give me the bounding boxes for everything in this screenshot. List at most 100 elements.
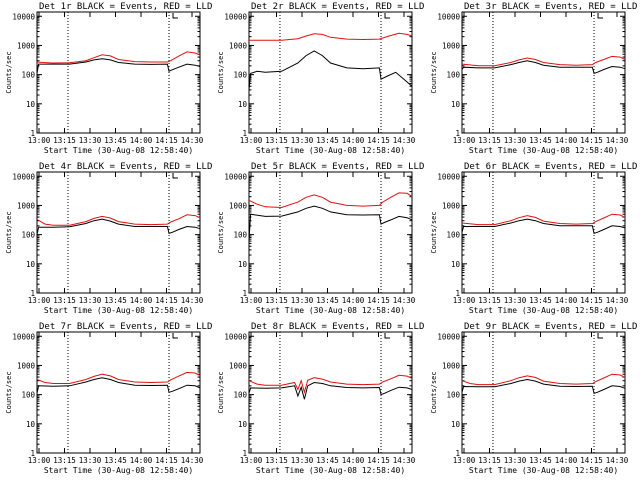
x-tick-label: 14:15 — [367, 456, 390, 465]
x-tick-label: 13:15 — [53, 296, 76, 305]
series-events-line — [36, 218, 201, 235]
x-tick-label: 13:00 — [240, 296, 263, 305]
x-tick-label: 13:00 — [28, 136, 51, 145]
x-axis-label: Start Time (30-Aug-08 12:58:40) — [469, 466, 618, 475]
x-tick-label: 13:45 — [316, 456, 339, 465]
x-tick-label: 14:30 — [181, 456, 204, 465]
plot-frame — [461, 331, 626, 454]
x-tick-label: 14:00 — [555, 456, 578, 465]
y-tick-label: 10000 — [437, 332, 460, 341]
corner-marker — [384, 333, 391, 339]
y-tick-label: 10000 — [12, 332, 35, 341]
y-tick-label: 1000 — [442, 361, 461, 370]
y-tick-label: 100 — [446, 231, 460, 240]
series-lld-line — [249, 32, 413, 41]
x-axis-label: Start Time (30-Aug-08 12:58:40) — [44, 146, 193, 155]
y-tick-label: 10000 — [224, 12, 247, 21]
panel-title: Det 5r BLACK = Events, RED = LLD — [251, 162, 424, 172]
x-tick-label: 14:15 — [367, 296, 390, 305]
series-events-line — [461, 378, 626, 395]
x-tick-label: 13:45 — [529, 136, 552, 145]
y-tick-label: 10000 — [437, 12, 460, 21]
x-tick-label: 13:45 — [104, 136, 127, 145]
y-axis-label: Counts/sec — [217, 211, 225, 253]
x-tick-label: 14:30 — [606, 136, 629, 145]
panel-title: Det 3r BLACK = Events, RED = LLD — [464, 2, 637, 12]
y-tick-label: 1000 — [229, 201, 248, 210]
x-tick-label: 13:45 — [316, 296, 339, 305]
x-tick-label: 13:45 — [104, 456, 127, 465]
panel-det-3: Det 3r BLACK = Events, RED = LLD 1 10 100 10… — [430, 2, 637, 155]
y-tick-label: 1 — [30, 129, 35, 138]
x-axis-label: Start Time (30-Aug-08 12:58:40) — [256, 146, 405, 155]
x-tick-label: 13:45 — [529, 456, 552, 465]
plot-frame — [461, 171, 626, 294]
series-events-line — [248, 381, 413, 400]
plot-frame — [248, 331, 413, 454]
panel-det-1: Det 1r BLACK = Events, RED = LLD 1 10 100 10… — [5, 2, 212, 155]
y-tick-label: 1 — [455, 449, 460, 458]
y-axis-label: Counts/sec — [430, 211, 438, 253]
x-tick-label: 14:00 — [342, 456, 365, 465]
y-tick-label: 100 — [233, 391, 247, 400]
x-tick-label: 13:15 — [265, 136, 288, 145]
y-tick-label: 1000 — [442, 201, 461, 210]
x-axis-label: Start Time (30-Aug-08 12:58:40) — [44, 466, 193, 475]
panel-title: Det 8r BLACK = Events, RED = LLD — [251, 322, 424, 332]
series-events-line — [461, 60, 626, 75]
x-tick-label: 13:00 — [240, 456, 263, 465]
y-tick-label: 10 — [26, 260, 36, 269]
x-tick-label: 14:30 — [606, 296, 629, 305]
y-tick-label: 100 — [21, 231, 35, 240]
panel-title: Det 6r BLACK = Events, RED = LLD — [464, 162, 637, 172]
y-tick-label: 10 — [451, 420, 461, 429]
y-axis-label: Counts/sec — [430, 51, 438, 93]
series-lld-line — [248, 374, 413, 395]
y-tick-label: 1000 — [229, 41, 248, 50]
y-axis-label: Counts/sec — [217, 51, 225, 93]
x-axis-label: Start Time (30-Aug-08 12:58:40) — [256, 466, 405, 475]
x-tick-label: 13:30 — [79, 296, 102, 305]
y-tick-label: 1000 — [17, 361, 36, 370]
x-tick-label: 13:00 — [453, 296, 476, 305]
x-tick-label: 14:30 — [393, 136, 416, 145]
corner-marker — [597, 13, 604, 19]
x-tick-label: 13:00 — [453, 136, 476, 145]
x-tick-label: 14:00 — [130, 296, 153, 305]
x-tick-label: 13:15 — [478, 296, 501, 305]
x-tick-label: 13:30 — [291, 136, 314, 145]
y-tick-label: 10 — [26, 100, 36, 109]
x-tick-label: 13:00 — [28, 456, 51, 465]
y-tick-label: 100 — [233, 71, 247, 80]
panel-title: Det 2r BLACK = Events, RED = LLD — [251, 2, 424, 12]
x-tick-label: 14:00 — [342, 296, 365, 305]
y-tick-label: 10 — [451, 100, 461, 109]
series-lld-line — [36, 371, 201, 384]
y-tick-label: 100 — [233, 231, 247, 240]
x-tick-label: 14:00 — [130, 456, 153, 465]
x-tick-label: 14:00 — [555, 296, 578, 305]
plot-frame — [248, 171, 413, 294]
series-events-line — [248, 50, 413, 90]
corner-marker — [597, 333, 604, 339]
panel-det-8: Det 8r BLACK = Events, RED = LLD 1 10 100 10… — [217, 322, 424, 475]
x-tick-label: 13:15 — [53, 456, 76, 465]
y-tick-label: 1 — [455, 289, 460, 298]
y-axis-label: Counts/sec — [217, 371, 225, 413]
corner-marker — [384, 13, 391, 19]
plot-frame — [36, 331, 201, 454]
y-tick-label: 10000 — [437, 172, 460, 181]
x-tick-label: 13:30 — [291, 296, 314, 305]
x-tick-label: 14:15 — [580, 296, 603, 305]
y-tick-label: 1 — [30, 449, 35, 458]
x-tick-label: 14:15 — [367, 136, 390, 145]
panel-det-6: Det 6r BLACK = Events, RED = LLD 1 10 100 10… — [430, 162, 637, 315]
panel-det-9: Det 9r BLACK = Events, RED = LLD 1 10 100 10… — [430, 322, 637, 475]
y-tick-label: 100 — [446, 391, 460, 400]
series-events-line — [36, 377, 201, 394]
x-tick-label: 14:00 — [342, 136, 365, 145]
x-tick-label: 13:30 — [504, 296, 527, 305]
x-tick-label: 13:30 — [504, 136, 527, 145]
x-tick-label: 14:30 — [393, 456, 416, 465]
y-tick-label: 1 — [30, 289, 35, 298]
